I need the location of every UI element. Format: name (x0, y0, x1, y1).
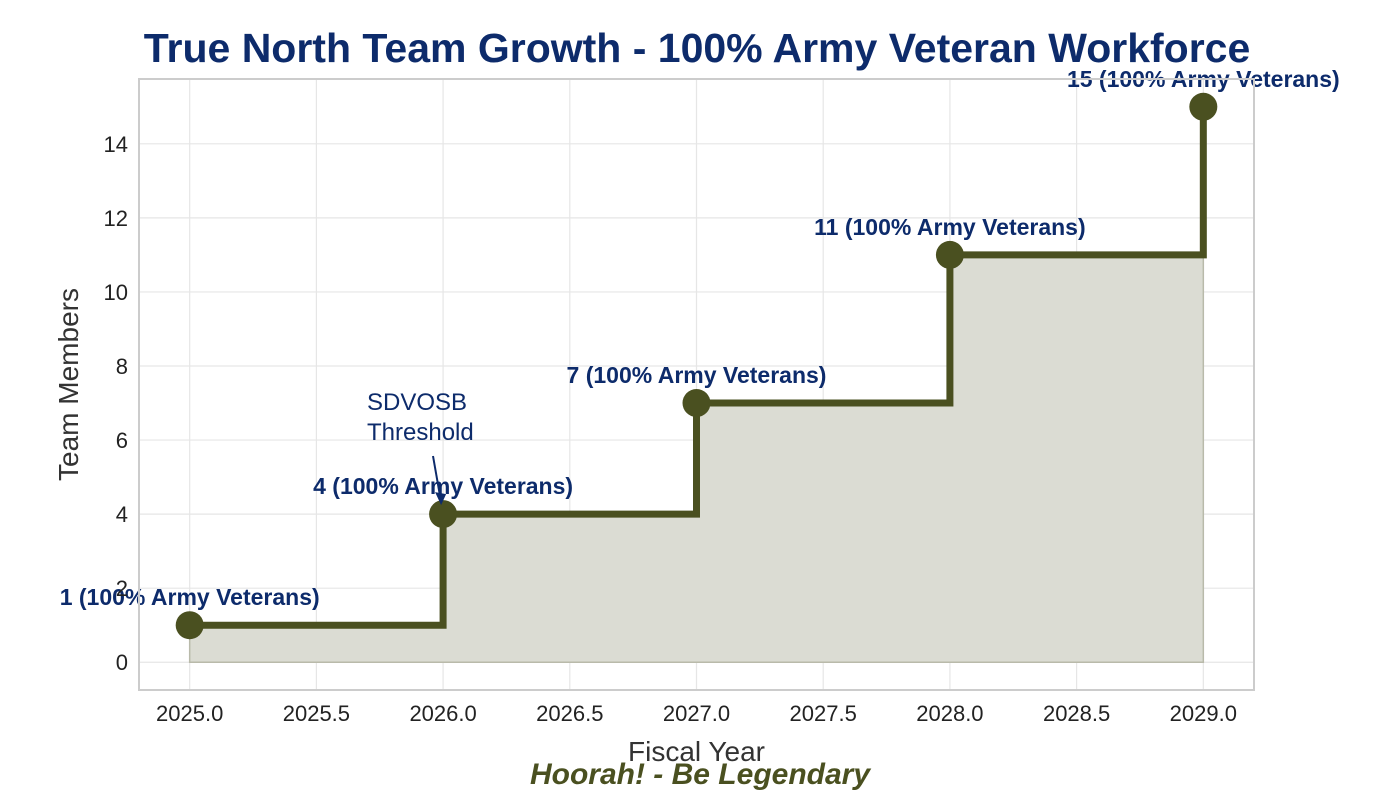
x-axis-label: Fiscal Year (628, 736, 765, 767)
x-tick-label: 2029.0 (1170, 701, 1237, 726)
data-label: 1 (100% Army Veterans) (60, 584, 320, 610)
annotation-line-2: Threshold (367, 419, 474, 446)
y-tick-label: 6 (116, 428, 128, 453)
y-tick-label: 12 (104, 206, 128, 231)
data-point (429, 500, 458, 529)
data-point (175, 611, 204, 640)
data-point (1189, 92, 1218, 121)
x-tick-label: 2026.5 (536, 701, 603, 726)
y-tick-label: 2 (116, 576, 128, 601)
y-tick-label: 14 (104, 132, 128, 157)
y-axis-label: Team Members (53, 288, 84, 481)
x-tick-label: 2027.5 (790, 701, 857, 726)
data-point (682, 389, 711, 418)
x-tick-label: 2028.0 (916, 701, 983, 726)
x-tick-label: 2028.5 (1043, 701, 1110, 726)
annotation-line-1: SDVOSB (367, 389, 467, 416)
annotation-arrow-head (435, 492, 447, 506)
y-tick-label: 0 (116, 650, 128, 675)
x-tick-label: 2025.5 (283, 701, 350, 726)
x-tick-label: 2027.0 (663, 701, 730, 726)
y-tick-label: 8 (116, 354, 128, 379)
data-point (935, 240, 964, 269)
y-tick-label: 10 (104, 280, 128, 305)
data-label: 7 (100% Army Veterans) (567, 362, 827, 388)
footer-slogan: Hoorah! - Be Legendary (530, 758, 871, 791)
plot-frame (138, 78, 1255, 691)
x-tick-label: 2026.0 (409, 701, 476, 726)
x-tick-label: 2025.0 (156, 701, 223, 726)
y-tick-label: 4 (116, 502, 128, 527)
chart-title: True North Team Growth - 100% Army Veter… (144, 25, 1251, 71)
data-label: 11 (100% Army Veterans) (814, 214, 1085, 240)
